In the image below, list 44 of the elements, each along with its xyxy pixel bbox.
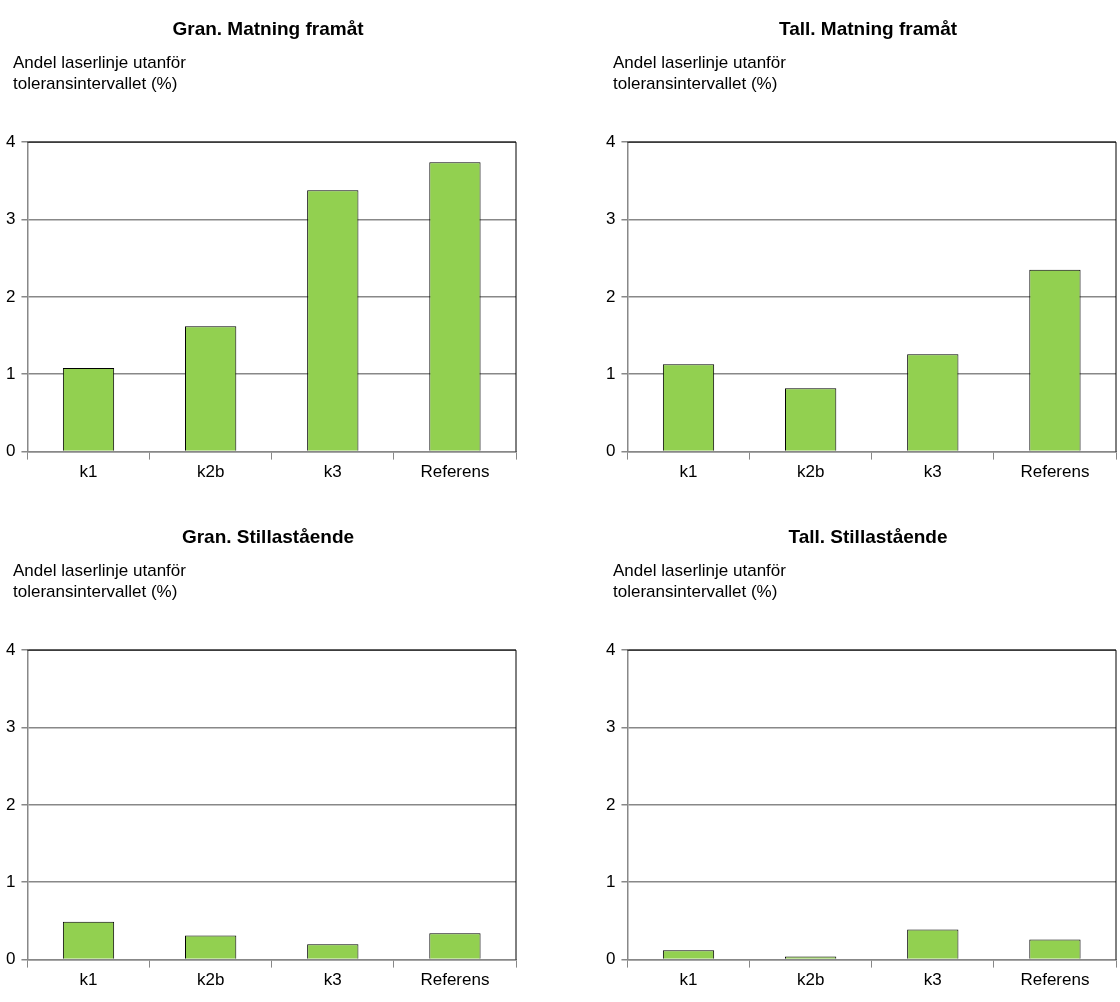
y-tick-label: 1	[605, 363, 616, 383]
x-tick-label: Referens	[1020, 970, 1090, 990]
x-tick-label: Referens	[420, 970, 490, 990]
y-tick-label: 1	[5, 871, 16, 891]
y-axis-title: Andel laserlinje utanför toleransintervallet (%)	[13, 560, 187, 602]
y-axis-title: Andel laserlinje utanför toleransintervallet (%)	[613, 52, 787, 94]
x-tick-label: k3	[323, 462, 342, 482]
x-tick-label: k2b	[196, 970, 225, 990]
y-tick-label: 2	[5, 286, 16, 306]
x-tick-label: k1	[79, 970, 98, 990]
y-tick-label: 0	[605, 441, 616, 461]
y-axis-title: Andel laserlinje utanför toleransintervallet (%)	[13, 52, 187, 94]
y-tick-label: 1	[5, 363, 16, 383]
y-tick-label: 0	[5, 441, 16, 461]
x-tick-label: k1	[679, 970, 698, 990]
y-tick-label: 4	[605, 131, 616, 151]
chart-title: Gran. Matning framåt	[171, 18, 365, 40]
x-tick-label: k3	[923, 970, 942, 990]
x-tick-label: k2b	[796, 462, 825, 482]
y-tick-label: 1	[605, 871, 616, 891]
y-tick-label: 0	[5, 949, 16, 969]
y-tick-label: 3	[605, 717, 616, 737]
x-tick-label: k2b	[196, 462, 225, 482]
chart-title: Tall. Stillastående	[787, 526, 949, 548]
y-tick-label: 0	[605, 949, 616, 969]
x-tick-label: Referens	[420, 462, 490, 482]
y-tick-label: 3	[5, 209, 16, 229]
x-tick-label: k3	[923, 462, 942, 482]
x-tick-label: k1	[679, 462, 698, 482]
y-tick-label: 2	[605, 286, 616, 306]
x-tick-label: k1	[79, 462, 98, 482]
y-tick-label: 4	[605, 639, 616, 659]
x-tick-label: k2b	[796, 970, 825, 990]
y-tick-label: 4	[5, 131, 16, 151]
y-tick-label: 2	[5, 794, 16, 814]
y-tick-label: 3	[5, 717, 16, 737]
y-tick-label: 4	[5, 639, 16, 659]
y-axis-title: Andel laserlinje utanför toleransintervallet (%)	[613, 560, 787, 602]
chart-title: Gran. Stillastående	[180, 526, 356, 548]
y-tick-label: 3	[605, 209, 616, 229]
x-tick-label: k3	[323, 970, 342, 990]
x-tick-label: Referens	[1020, 462, 1090, 482]
y-tick-label: 2	[605, 794, 616, 814]
chart-title: Tall. Matning framåt	[777, 18, 959, 40]
